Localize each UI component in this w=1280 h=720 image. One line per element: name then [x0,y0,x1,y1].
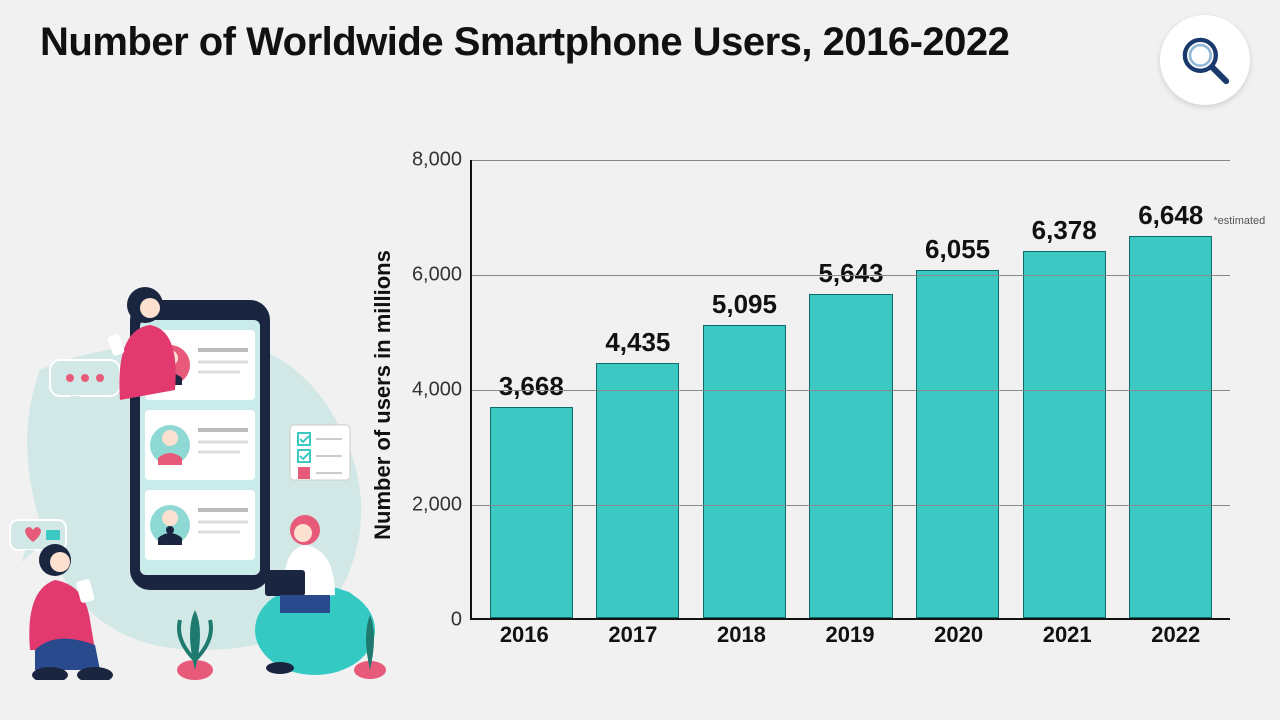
grid-line [472,390,1230,391]
y-tick-label: 6,000 [412,264,462,287]
x-tick-label: 2021 [1013,622,1122,648]
y-axis-label: Number of users in millions [370,250,396,540]
x-tick-label: 2017 [579,622,688,648]
bar: 4,435 [596,363,679,618]
grid-line [472,505,1230,506]
bar: 3,668 [490,407,573,618]
x-tick-label: 2016 [470,622,579,648]
y-tick-label: 4,000 [412,379,462,402]
bar: 6,055 [916,270,999,618]
bar-value-label: 5,095 [712,289,777,320]
bar-chart: Number of users in millions 3,6684,4355,… [380,150,1260,670]
bar-slot: 5,643 [798,160,905,618]
x-tick-label: 2019 [796,622,905,648]
bar-value-label: 3,668 [499,371,564,402]
bars-container: 3,668 4,435 5,095 5,643 6,055 6,378 6,648*esti… [472,160,1230,618]
bar-value-label: 6,055 [925,234,990,265]
x-tick-label: 2018 [687,622,796,648]
bar-slot: 6,378 [1011,160,1118,618]
search-badge [1160,15,1250,105]
bar: 6,378 [1023,251,1106,618]
bar-slot: 3,668 [478,160,585,618]
bar-slot: 6,648*estimated [1117,160,1224,618]
bar: 6,648*estimated [1129,236,1212,618]
bar-slot: 6,055 [904,160,1011,618]
bar-value-label: 6,648 [1138,200,1203,231]
bar-slot: 5,095 [691,160,798,618]
bar-value-label: 5,643 [818,258,883,289]
grid-line [472,275,1230,276]
x-axis-labels: 2016201720182019202020212022 [470,622,1230,648]
page-title: Number of Worldwide Smartphone Users, 20… [40,20,1009,65]
x-tick-label: 2022 [1121,622,1230,648]
plot-area: 3,668 4,435 5,095 5,643 6,055 6,378 6,648*esti… [470,160,1230,620]
bar: 5,643 [809,294,892,618]
bar-value-label: 4,435 [605,327,670,358]
grid-line [472,160,1230,161]
bar: 5,095 [703,325,786,618]
y-tick-label: 0 [451,609,462,632]
bar-note: *estimated [1213,215,1265,227]
y-tick-label: 8,000 [412,149,462,172]
bar-slot: 4,435 [585,160,692,618]
bar-value-label: 6,378 [1032,215,1097,246]
illustration [0,250,390,680]
x-tick-label: 2020 [904,622,1013,648]
y-tick-label: 2,000 [412,494,462,517]
search-icon [1178,33,1233,88]
